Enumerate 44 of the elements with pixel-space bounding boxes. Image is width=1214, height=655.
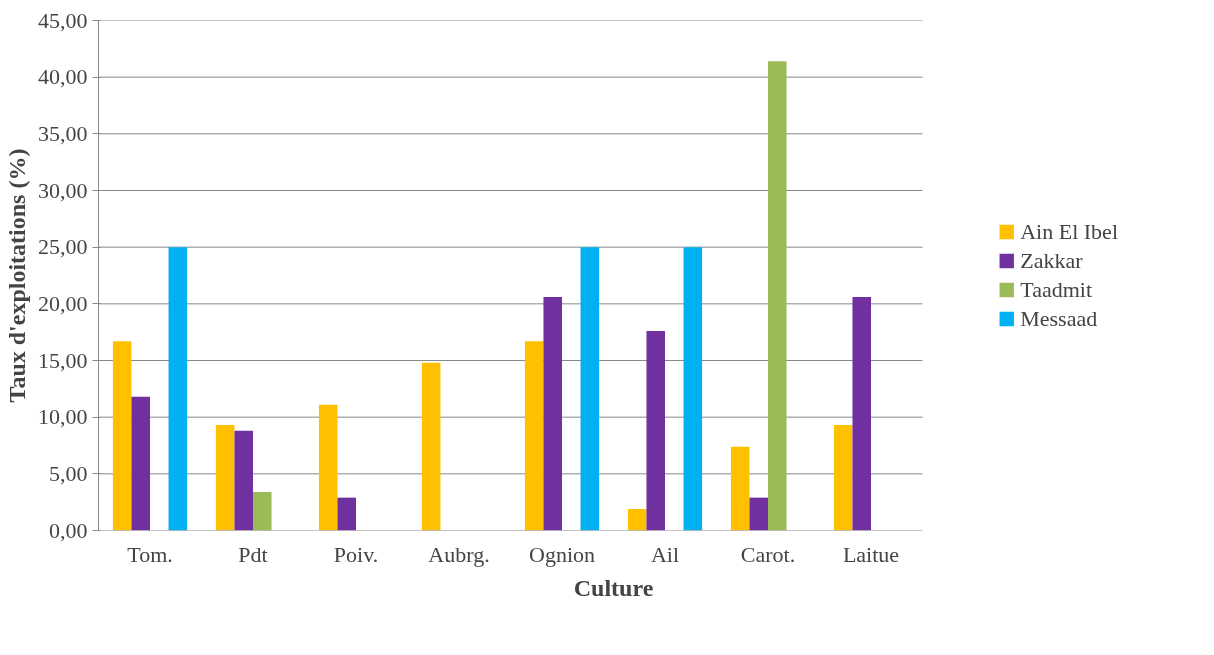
bar — [852, 297, 871, 531]
y-tick-label: 0,00 — [49, 517, 88, 543]
legend-label: Zakkar — [1020, 247, 1083, 274]
bar — [580, 247, 600, 531]
y-tick-label: 35,00 — [38, 120, 88, 146]
bar — [215, 425, 235, 531]
legend-label: Taadmit — [1020, 276, 1093, 303]
y-tick-label: 15,00 — [38, 347, 88, 373]
x-tick-label: Carot. — [740, 541, 796, 567]
x-tick-label: Pdt — [238, 541, 268, 567]
x-tick-label: Tom. — [127, 541, 173, 567]
bar — [168, 247, 188, 531]
y-tick-label: 45,00 — [38, 7, 88, 33]
x-tick-label: Laitue — [842, 541, 900, 567]
bar — [627, 508, 647, 531]
bar — [112, 341, 132, 531]
bar — [337, 497, 356, 531]
bar — [683, 247, 703, 531]
y-tick-label: 10,00 — [38, 404, 88, 430]
legend-label: Messaad — [1020, 305, 1098, 332]
y-tick-label: 40,00 — [38, 64, 88, 90]
y-axis-title: Taux d'exploitations (%) — [4, 148, 30, 403]
x-tick-label: Ail — [650, 541, 680, 567]
bar — [253, 491, 272, 531]
y-tick-label: 20,00 — [38, 290, 88, 316]
bar — [749, 497, 768, 531]
y-tick-label: 30,00 — [38, 177, 88, 203]
x-tick-label: Ognion — [529, 541, 595, 567]
legend-label: Ain El Ibel — [1020, 218, 1118, 245]
y-tick-label: 25,00 — [38, 234, 88, 260]
bar — [646, 331, 665, 531]
bar — [768, 61, 787, 531]
bar — [833, 425, 853, 531]
x-axis-title: Culture — [573, 574, 654, 601]
x-tick-label: Aubrg. — [428, 541, 490, 567]
x-tick-label: Poiv. — [333, 541, 379, 567]
bar — [421, 362, 441, 531]
bar — [730, 446, 750, 531]
bar — [543, 297, 562, 531]
bar — [131, 396, 150, 531]
y-tick-label: 5,00 — [49, 460, 88, 486]
bar — [234, 430, 253, 531]
bar — [318, 404, 338, 531]
bar — [524, 341, 544, 531]
